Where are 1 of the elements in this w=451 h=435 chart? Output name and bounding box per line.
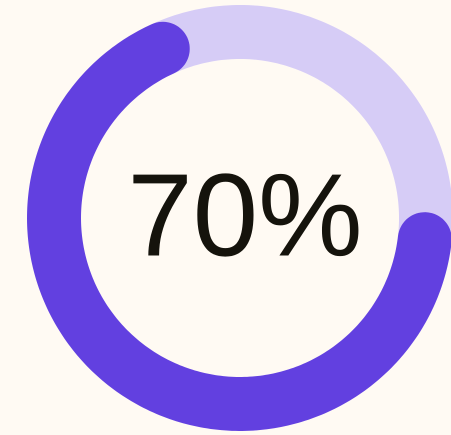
text: 70% — [133, 173, 358, 257]
